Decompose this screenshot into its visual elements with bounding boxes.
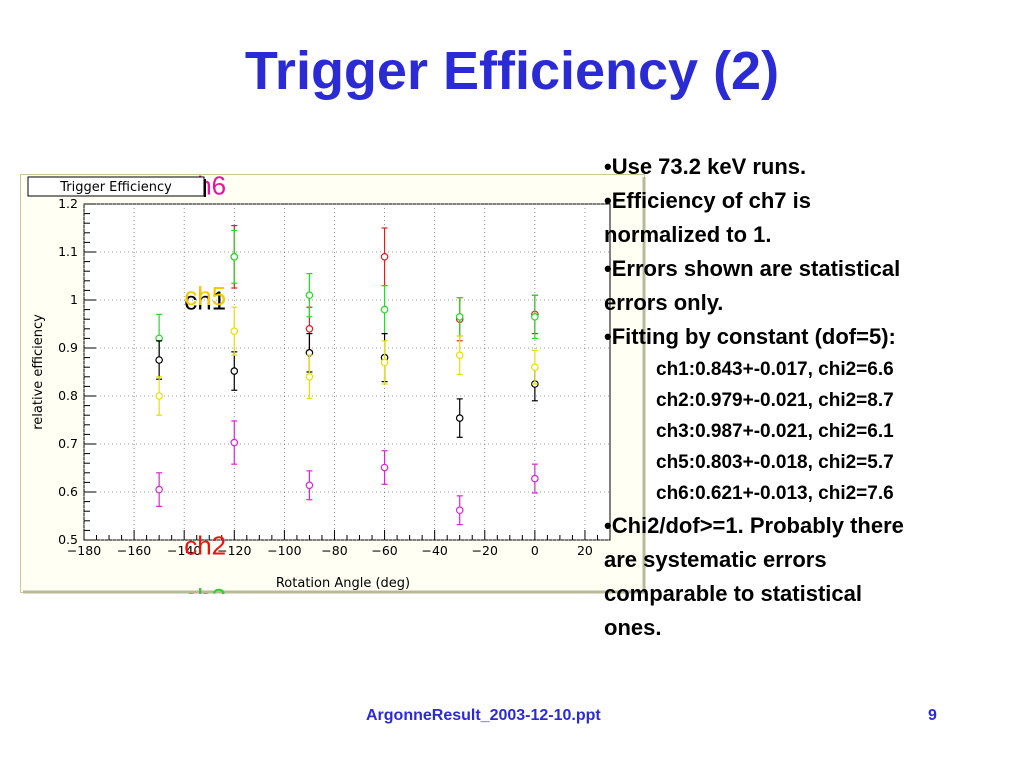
page-number: 9 [928, 707, 937, 724]
data-point [455, 506, 464, 515]
x-tick-label: −100 [267, 543, 301, 558]
data-point [305, 325, 314, 333]
fit-result-ch2: ch2:0.979+-0.021, chi2=8.7 [656, 390, 894, 411]
x-tick-label: −140 [167, 543, 201, 558]
fit-result-ch6: ch6:0.621+-0.013, chi2=7.6 [656, 483, 894, 504]
data-point [380, 253, 389, 261]
slide-title: Trigger Efficiency (2) [244, 41, 780, 101]
series-ch6 [155, 420, 539, 526]
efficiency-plot: −180 −160 −140 −120 −100 −80 −60 −40 −20 0 20 0.5 0.… [20, 174, 646, 594]
y-tick-label: 0.5 [58, 532, 78, 547]
bullet-chi2-line-2: are systematic errors [604, 547, 827, 572]
data-point [455, 313, 464, 321]
series-ch5 [155, 306, 539, 416]
data-point [531, 313, 539, 321]
y-tick-label: 1 [70, 292, 78, 307]
series-label-ch1: ch1 [184, 286, 226, 316]
y-tick-label: 0.9 [58, 340, 78, 355]
data-point [230, 438, 239, 447]
series-label-ch5: ch5 [184, 281, 226, 311]
plot-svg: −180 −160 −140 −120 −100 −80 −60 −40 −20 0 20 0.5 0.… [20, 174, 646, 594]
data-point [155, 392, 163, 400]
data-layer [155, 224, 539, 526]
data-point [230, 327, 239, 336]
data-point [230, 367, 239, 375]
x-tick-label: −180 [67, 543, 101, 558]
data-point [155, 356, 163, 364]
bullet-chi2-line-3: comparable to statistical [604, 581, 862, 606]
bullet-fitting: •Fitting by constant (dof=5): [604, 324, 896, 349]
x-tick-label: −60 [371, 543, 397, 558]
series-label-ch3: ch3 [184, 583, 226, 594]
bullet-list: •Use 73.2 keV runs. •Efficiency of ch7 i… [604, 150, 1004, 645]
bullet-errors-line-1: •Errors shown are statistical [604, 256, 901, 281]
data-point [230, 253, 239, 261]
series-ch3 [155, 229, 539, 363]
data-point [455, 414, 464, 422]
plot-area [83, 203, 611, 541]
data-point [305, 373, 314, 381]
y-tick-label: 0.7 [58, 436, 78, 451]
x-axis-label: Rotation Angle (deg) [276, 576, 410, 591]
bullet-chi2-line-1: •Chi2/dof>=1. Probably there [604, 513, 904, 538]
y-tick-label: 0.8 [58, 388, 78, 403]
y-tick-label: 1.2 [58, 196, 78, 211]
bullet-errors-line-2: errors only. [604, 290, 724, 315]
data-point [531, 474, 539, 483]
bullet-runs: •Use 73.2 keV runs. [604, 154, 807, 179]
bullet-normalization-line-2: normalized to 1. [604, 222, 772, 247]
data-point [155, 485, 163, 494]
y-tick-label: 1.1 [58, 244, 78, 259]
data-point [305, 291, 314, 300]
fit-result-ch5: ch5:0.803+-0.018, chi2=5.7 [656, 452, 894, 473]
fit-result-ch3: ch3:0.987+-0.021, chi2=6.1 [656, 421, 894, 442]
data-point [380, 358, 389, 367]
data-point [455, 351, 464, 360]
y-tick-label: 0.6 [58, 484, 78, 499]
x-tick-label: −160 [117, 543, 151, 558]
footer-filename: ArgonneResult_2003-12-10.ppt [366, 707, 601, 724]
data-point [380, 305, 389, 314]
data-point [380, 463, 389, 472]
series-label-ch2: ch2 [184, 530, 226, 560]
tick-layer: −180 −160 −140 −120 −100 −80 −60 −40 −20 0 20 0.5 0.… [58, 196, 611, 558]
fit-result-ch1: ch1:0.843+-0.017, chi2=6.6 [656, 359, 894, 380]
data-point [531, 363, 539, 372]
bullet-chi2-line-4: ones. [604, 615, 662, 640]
x-tick-label: 20 [577, 543, 593, 558]
x-tick-label: 0 [531, 543, 539, 558]
x-tick-label: −80 [321, 543, 347, 558]
y-axis-label: relative efficiency [31, 314, 46, 430]
bullet-normalization-line-1: •Efficiency of ch7 is [604, 188, 811, 213]
data-point [305, 481, 314, 490]
x-tick-label: −20 [472, 543, 498, 558]
plot-title: Trigger Efficiency [59, 180, 172, 195]
x-tick-label: −120 [217, 543, 251, 558]
x-tick-label: −40 [421, 543, 447, 558]
